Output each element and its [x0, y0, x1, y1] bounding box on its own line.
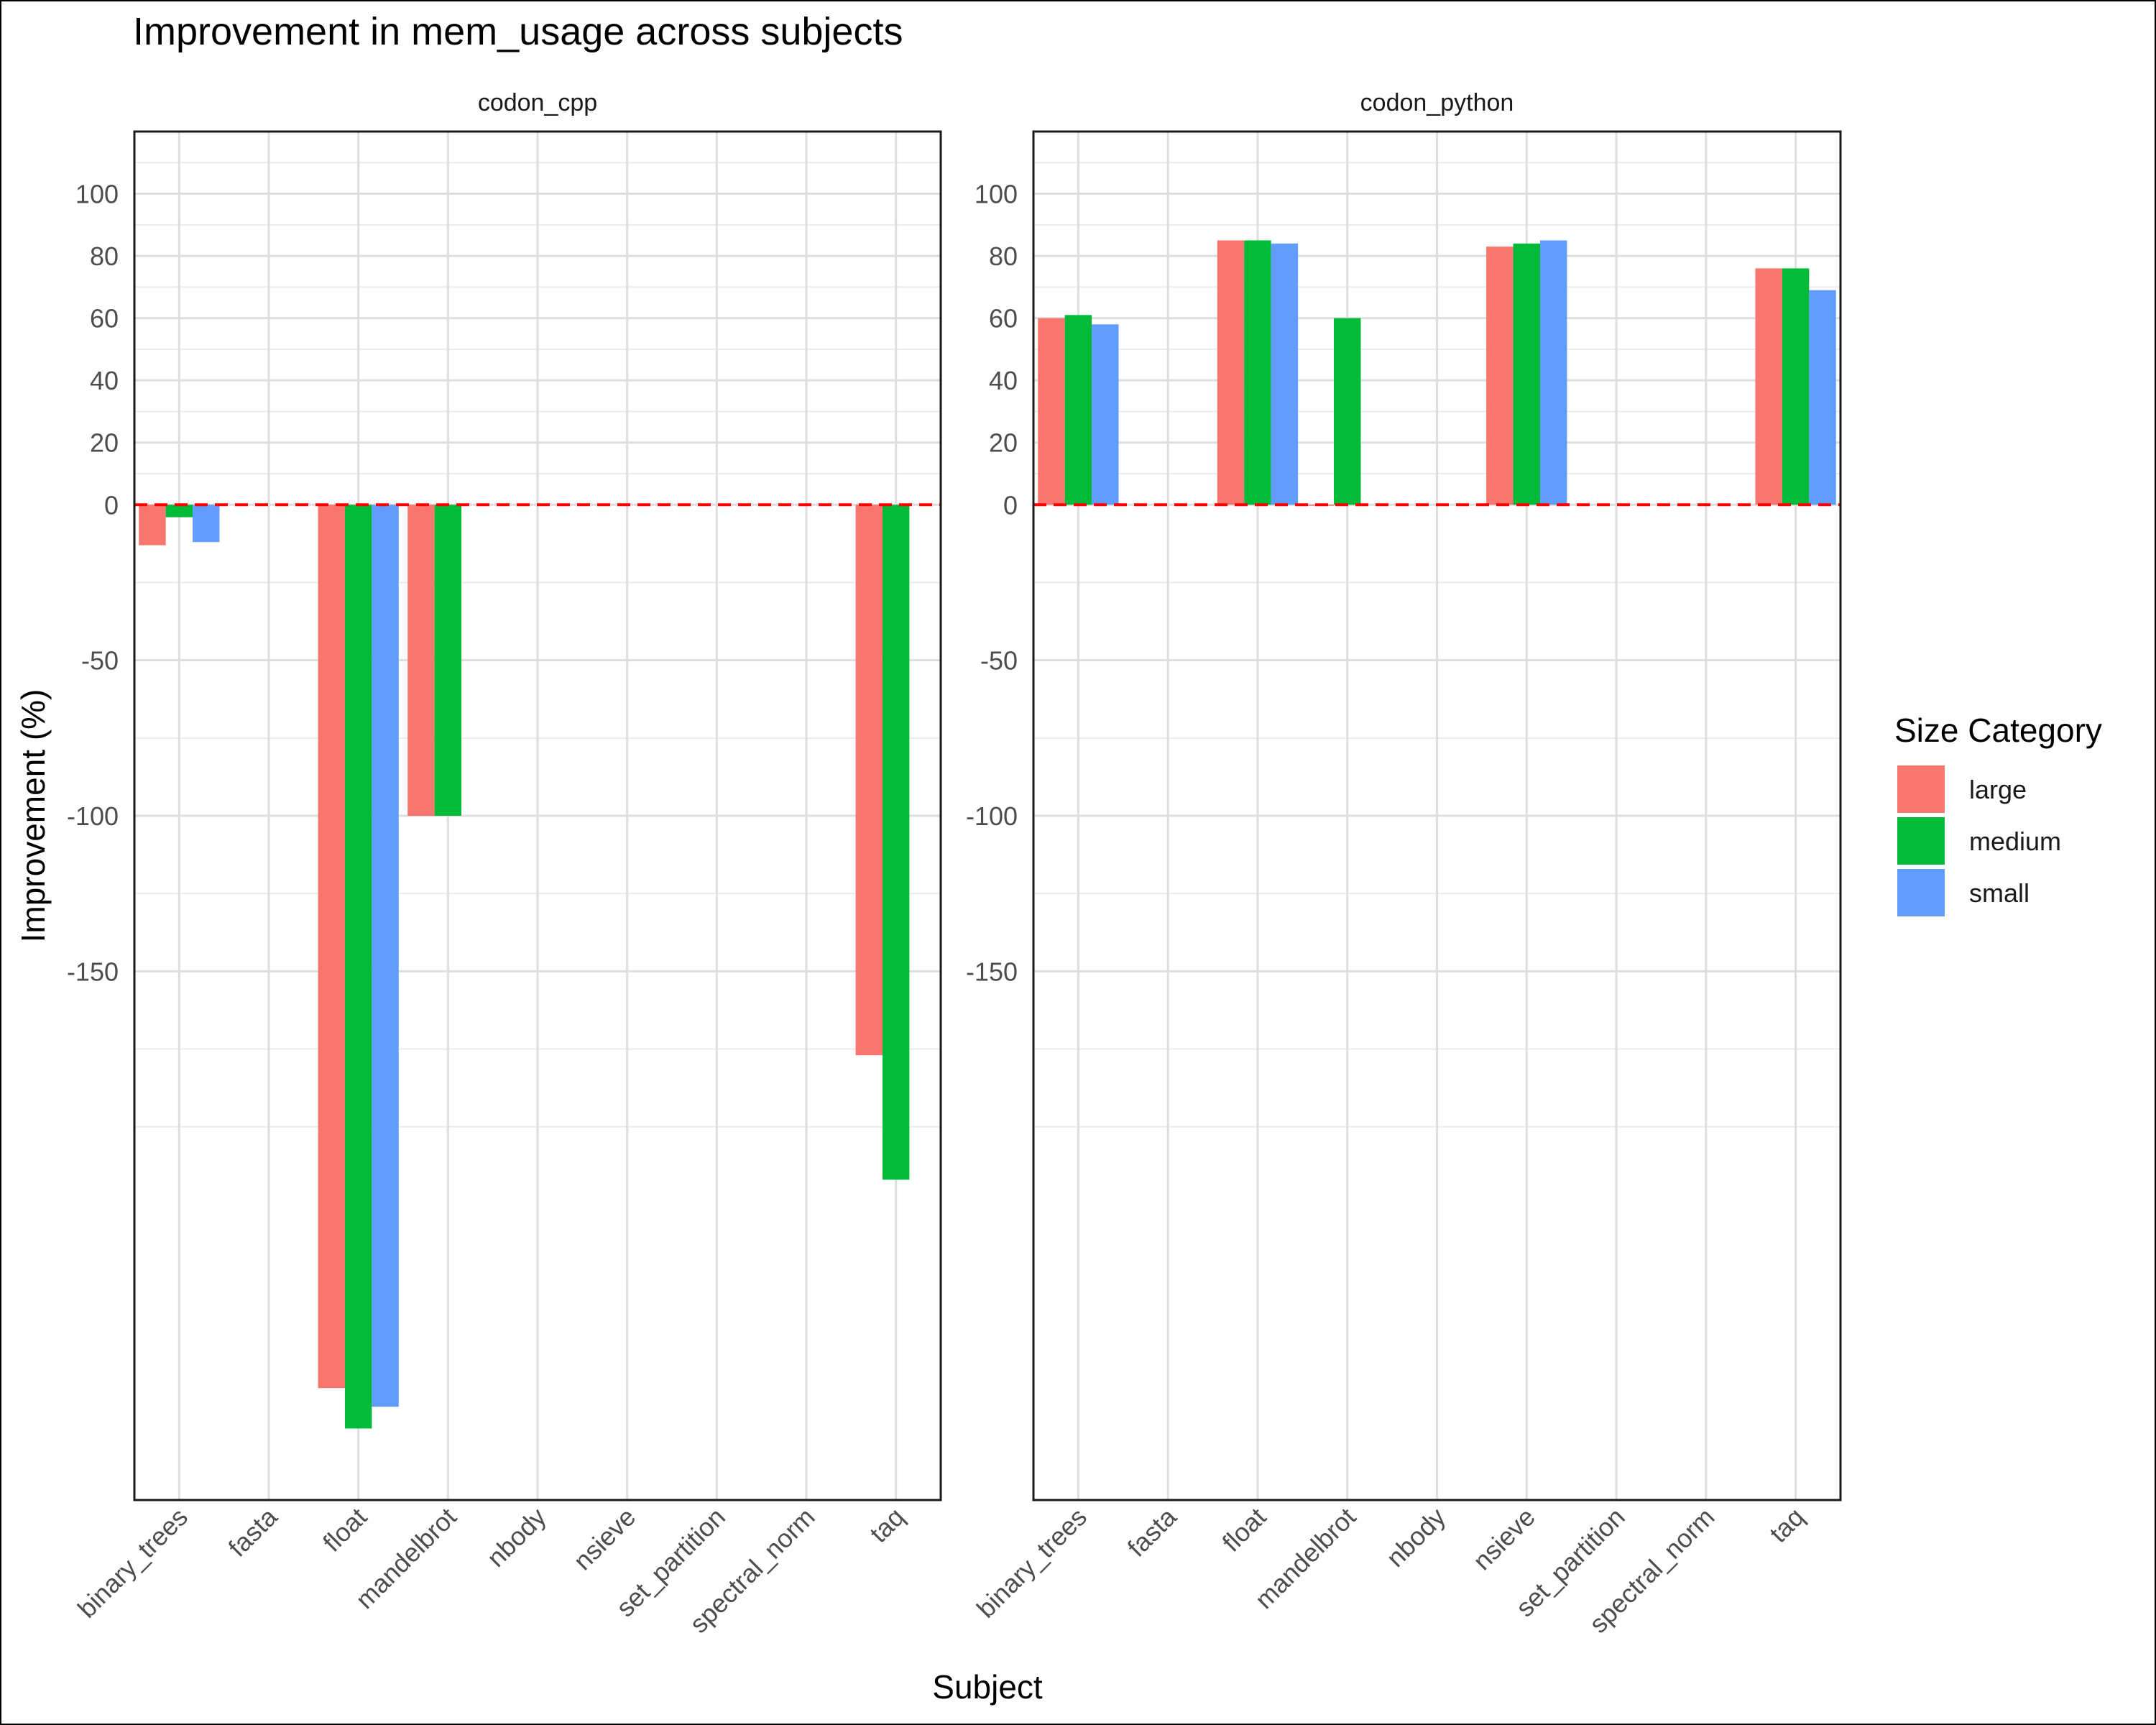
x-axis-label: Subject — [932, 1668, 1043, 1706]
chart-title: Improvement in mem_usage across subjects — [133, 10, 903, 53]
legend-swatch-medium — [1897, 817, 1945, 865]
x-tick-label: binary_trees — [72, 1502, 193, 1624]
bar-medium-mandelbrot — [1334, 318, 1361, 505]
y-axis-label: Improvement (%) — [14, 689, 52, 943]
bar-medium-binary_trees — [165, 505, 193, 518]
x-tick-label: nsieve — [1467, 1502, 1541, 1576]
bar-medium-binary_trees — [1064, 315, 1092, 505]
y-tick-label: 60 — [90, 304, 119, 334]
x-tick-label: binary_trees — [971, 1502, 1092, 1624]
x-tick-label: fasta — [222, 1501, 283, 1563]
x-tick-label: float — [1216, 1502, 1271, 1558]
bar-large-nsieve — [1486, 247, 1514, 505]
x-tick-label: fasta — [1122, 1501, 1183, 1563]
y-tick-label: 0 — [1003, 490, 1018, 520]
y-tick-label: 80 — [989, 242, 1018, 271]
legend-label-large: large — [1969, 775, 2027, 804]
y-tick-label: -50 — [980, 646, 1018, 676]
x-tick-label: float — [317, 1502, 372, 1558]
bar-medium-nsieve — [1513, 243, 1540, 505]
bar-large-taq — [1755, 268, 1782, 505]
bar-small-binary_trees — [1092, 324, 1119, 505]
y-tick-label: -150 — [966, 957, 1018, 986]
bar-large-taq — [855, 505, 883, 1056]
bar-large-binary_trees — [1038, 318, 1065, 505]
y-tick-label: 40 — [90, 366, 119, 395]
legend: Size Category large medium small — [1894, 712, 2102, 916]
bar-medium-float — [344, 505, 372, 1429]
y-tick-label: 20 — [989, 428, 1018, 458]
panel-border — [1032, 130, 1842, 1501]
legend-label-small: small — [1969, 878, 2030, 908]
bar-medium-taq — [882, 505, 910, 1180]
y-tick-label: 0 — [104, 490, 119, 520]
bar-medium-mandelbrot — [434, 505, 462, 816]
panel-codon_cpp: codon_cpp 100 80 60 40 20 0 -50 -100 -150 binary_t… — [67, 89, 942, 1639]
bar-small-nsieve — [1539, 240, 1567, 505]
bar-large-binary_trees — [139, 505, 166, 546]
panel-codon_python: codon_python 100 80 60 40 20 0 -50 -100 -150 binar… — [966, 89, 1842, 1639]
bar-small-binary_trees — [193, 505, 220, 543]
legend-label-medium: medium — [1969, 827, 2061, 856]
x-tick-label: taq — [1764, 1502, 1810, 1548]
x-tick-label: nbody — [1381, 1502, 1451, 1573]
y-tick-label: 20 — [90, 428, 119, 458]
panels: codon_cpp 100 80 60 40 20 0 -50 -100 -150 binary_t… — [67, 89, 1842, 1639]
panel-border — [133, 130, 942, 1501]
y-tick-label: 80 — [90, 242, 119, 271]
bar-small-float — [1271, 243, 1299, 505]
legend-swatch-large — [1897, 765, 1945, 813]
legend-title: Size Category — [1894, 712, 2102, 749]
bar-large-float — [318, 505, 345, 1389]
y-tick-label: 100 — [975, 180, 1018, 209]
y-tick-label: 40 — [989, 366, 1018, 395]
bar-small-taq — [1809, 290, 1836, 505]
x-tick-label: taq — [864, 1502, 910, 1548]
x-tick-label: nsieve — [568, 1502, 642, 1576]
x-tick-label: nbody — [481, 1502, 551, 1573]
bar-medium-taq — [1782, 268, 1810, 505]
y-tick-label: -50 — [81, 646, 119, 676]
panel-strip-label: codon_cpp — [478, 89, 597, 116]
bar-medium-float — [1244, 240, 1271, 505]
legend-swatch-small — [1897, 869, 1945, 916]
bar-small-float — [372, 505, 399, 1407]
bar-large-float — [1217, 240, 1245, 505]
bar-large-mandelbrot — [407, 505, 435, 816]
y-tick-label: -100 — [966, 801, 1018, 831]
y-tick-label: 100 — [75, 180, 119, 209]
y-tick-label: -100 — [67, 801, 119, 831]
panel-strip-label: codon_python — [1360, 89, 1514, 116]
y-tick-label: -150 — [67, 957, 119, 986]
y-tick-label: 60 — [989, 304, 1018, 334]
